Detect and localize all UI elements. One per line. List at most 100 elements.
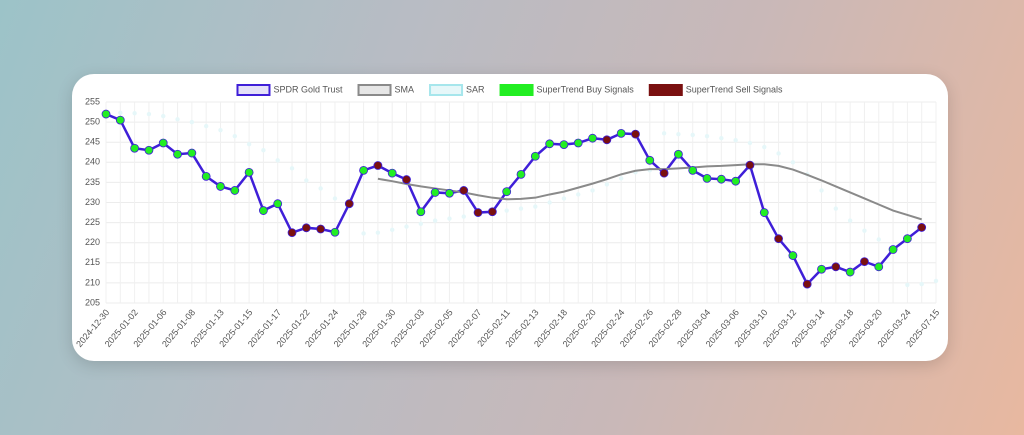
sar-dot <box>390 227 395 233</box>
signal-point <box>115 115 125 125</box>
signal-point <box>387 168 397 178</box>
sar-dot <box>690 132 695 138</box>
sar-dot <box>218 127 223 133</box>
signal-point <box>201 171 211 181</box>
signal-point <box>273 199 283 209</box>
sar-dot <box>304 178 309 183</box>
sar-dot <box>118 110 123 116</box>
signal-point <box>645 155 655 165</box>
sar-dot <box>790 160 796 165</box>
signal-point <box>430 188 440 197</box>
signal-point <box>230 186 240 195</box>
sar-dot <box>418 221 424 227</box>
signal-point <box>487 207 497 217</box>
legend-label: SMA <box>395 84 415 94</box>
sar-dot <box>518 206 524 211</box>
sar-dot <box>203 123 209 129</box>
sar-dot <box>189 119 195 125</box>
signal-point <box>731 176 741 186</box>
signal-point <box>573 138 583 148</box>
y-tick-label: 255 <box>85 96 100 106</box>
sar-dot <box>432 218 438 223</box>
signal-point <box>745 160 755 170</box>
signal-point <box>545 139 555 149</box>
sar-dot <box>862 228 867 233</box>
legend-label: SuperTrend Buy Signals <box>537 84 635 94</box>
sar-dot <box>289 166 295 171</box>
signal-point <box>459 186 469 195</box>
sar-dot <box>361 231 366 236</box>
signal-point <box>259 206 268 215</box>
sar-dot <box>461 214 466 219</box>
signal-point <box>831 262 841 272</box>
signal-point <box>874 262 884 272</box>
y-tick-label: 215 <box>85 257 100 267</box>
sar-dot <box>590 188 595 193</box>
sar-dot <box>561 196 567 201</box>
signal-point <box>817 264 826 274</box>
signal-point <box>702 173 712 183</box>
sar-dot <box>232 133 237 139</box>
sar-dot <box>919 281 924 287</box>
sar-dot <box>447 216 452 221</box>
signal-point <box>244 167 254 177</box>
signal-point <box>158 138 168 148</box>
signal-point <box>173 149 182 159</box>
signal-point <box>416 207 426 217</box>
signal-point <box>788 251 798 260</box>
y-tick-label: 235 <box>85 177 100 187</box>
sar-dot <box>819 188 824 193</box>
sar-dot <box>876 237 881 242</box>
sar-dot <box>776 151 781 156</box>
sar-dot <box>719 135 724 141</box>
legend-swatch <box>357 84 392 96</box>
sar-dot <box>547 200 552 205</box>
legend-swatch <box>429 84 464 96</box>
y-tick-label: 225 <box>85 217 100 227</box>
sar-dot <box>275 158 280 163</box>
sar-dot <box>261 148 266 153</box>
sar-dot <box>404 224 409 229</box>
signal-point <box>373 161 383 170</box>
signal-point <box>101 109 111 119</box>
signal-point <box>759 208 769 217</box>
signal-point <box>359 165 368 175</box>
sar-dot <box>318 186 323 191</box>
signal-point <box>674 149 683 159</box>
signal-point <box>659 168 669 178</box>
signal-point <box>287 228 297 238</box>
signal-point <box>473 208 483 217</box>
sar-dot <box>504 208 509 213</box>
sar-dot <box>246 142 252 147</box>
sar-dot <box>332 196 338 201</box>
signal-point <box>917 223 927 232</box>
y-tick-label: 220 <box>85 237 100 247</box>
y-tick-label: 250 <box>85 116 100 126</box>
legend-swatch <box>499 84 534 96</box>
signal-point <box>888 245 898 254</box>
sar-dot <box>375 230 381 235</box>
signal-point <box>530 151 540 161</box>
signal-point <box>402 175 411 184</box>
signal-point <box>301 223 311 233</box>
signal-point <box>344 199 354 209</box>
sar-dot <box>175 117 180 122</box>
signal-point <box>144 145 154 155</box>
signal-point <box>588 133 597 143</box>
signal-point <box>774 234 783 244</box>
signal-point <box>860 257 869 266</box>
signal-point <box>631 129 640 139</box>
sar-dot <box>533 204 538 209</box>
series-line <box>105 112 923 287</box>
signal-point <box>330 227 340 237</box>
sar-dot <box>704 133 710 139</box>
signal-point <box>845 267 855 277</box>
y-tick-label: 240 <box>85 157 100 167</box>
sar-dot <box>905 282 910 288</box>
signal-point <box>502 187 512 197</box>
legend-swatch <box>648 84 683 96</box>
sar-dot <box>747 140 753 146</box>
signal-point <box>445 188 454 198</box>
